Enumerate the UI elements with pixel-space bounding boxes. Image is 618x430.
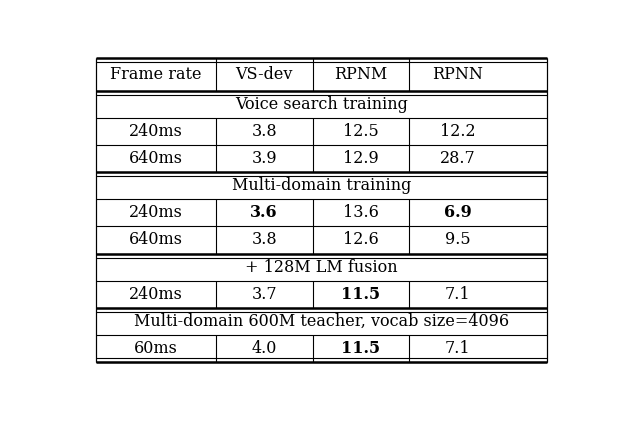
Text: 3.8: 3.8	[252, 123, 277, 140]
Text: 12.2: 12.2	[440, 123, 475, 140]
Text: 4.0: 4.0	[252, 340, 277, 357]
Text: 3.8: 3.8	[252, 231, 277, 249]
Text: 640ms: 640ms	[129, 231, 183, 249]
Text: 240ms: 240ms	[129, 123, 183, 140]
Text: 11.5: 11.5	[341, 340, 381, 357]
Text: 6.9: 6.9	[444, 204, 472, 221]
Text: 28.7: 28.7	[440, 150, 476, 167]
Text: VS-dev: VS-dev	[235, 66, 293, 83]
Text: Voice search training: Voice search training	[235, 96, 408, 113]
Text: 12.9: 12.9	[343, 150, 379, 167]
Text: 12.6: 12.6	[343, 231, 379, 249]
Text: 9.5: 9.5	[445, 231, 470, 249]
Text: 12.5: 12.5	[343, 123, 379, 140]
Text: 3.7: 3.7	[252, 286, 277, 303]
Text: + 128M LM fusion: + 128M LM fusion	[245, 259, 398, 276]
Text: Multi-domain training: Multi-domain training	[232, 177, 411, 194]
Text: 7.1: 7.1	[445, 286, 470, 303]
Text: 7.1: 7.1	[445, 340, 470, 357]
Text: 240ms: 240ms	[129, 204, 183, 221]
Text: 11.5: 11.5	[341, 286, 381, 303]
Text: RPNM: RPNM	[334, 66, 387, 83]
Text: 240ms: 240ms	[129, 286, 183, 303]
Text: 640ms: 640ms	[129, 150, 183, 167]
Text: 60ms: 60ms	[134, 340, 178, 357]
Text: 3.6: 3.6	[250, 204, 278, 221]
Text: 13.6: 13.6	[343, 204, 379, 221]
Text: Frame rate: Frame rate	[110, 66, 202, 83]
Text: RPNN: RPNN	[432, 66, 483, 83]
Text: 3.9: 3.9	[252, 150, 277, 167]
Text: Multi-domain 600M teacher, vocab size=4096: Multi-domain 600M teacher, vocab size=40…	[134, 313, 509, 330]
